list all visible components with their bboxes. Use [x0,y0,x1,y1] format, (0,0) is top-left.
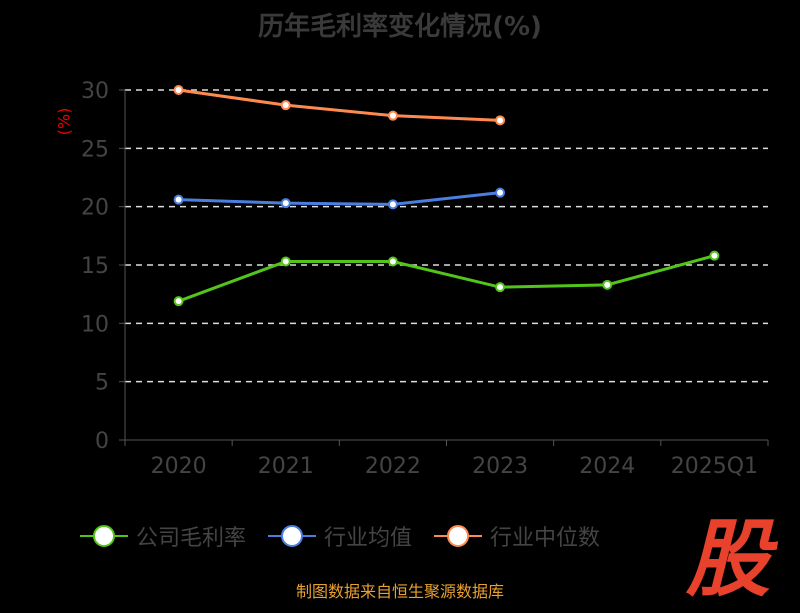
legend-item[interactable]: 行业中位数 [434,520,600,552]
data-point [280,198,291,209]
data-point [280,256,291,267]
legend-marker-icon [79,524,128,548]
legend-label: 公司毛利率 [135,526,246,551]
chart-title: 历年毛利率变化情况(%) [258,12,542,42]
source-note: 制图数据来自恒生聚源数据库 [295,582,504,601]
data-point [602,279,613,290]
y-tick-label: 25 [81,137,109,162]
x-tick-label: 2024 [579,454,635,479]
data-point [280,100,291,111]
line-chart: 0 5 10 15 20 25 30 2020 2021 2022 2023 2024 2025Q1 [81,79,769,479]
legend-label: 行业中位数 [490,526,601,551]
legend-marker-icon [434,524,482,548]
y-tick-label: 10 [81,312,109,337]
y-tick-label: 20 [81,196,109,221]
x-tick-label: 2020 [151,454,207,479]
data-point [495,187,506,198]
data-point [495,282,506,293]
data-point [173,194,184,205]
data-point [173,296,184,307]
stock-logo: 股 [686,510,771,608]
y-tick-label: 5 [95,371,109,396]
data-point [495,115,506,126]
x-tick-label: 2023 [472,454,528,479]
data-point [387,256,398,267]
data-point [709,250,720,261]
legend: 公司毛利率 行业均值 行业中位数 [0,520,680,552]
legend-marker-icon [267,524,316,548]
legend-item[interactable]: 行业均值 [267,520,412,552]
data-point [387,110,398,121]
data-point [173,85,184,95]
legend-label: 行业均值 [323,526,412,551]
x-tick-label: 2022 [365,454,421,479]
data-point [387,199,398,210]
series-line [178,88,501,122]
y-tick-label: 0 [95,429,109,454]
y-tick-label: 15 [81,254,109,279]
legend-item[interactable]: 公司毛利率 [79,520,246,552]
series-line [178,191,501,206]
y-tick-label: 30 [81,79,109,104]
x-tick-label: 2025Q1 [671,454,758,479]
x-tick-label: 2021 [258,454,314,479]
series-line [178,254,715,303]
